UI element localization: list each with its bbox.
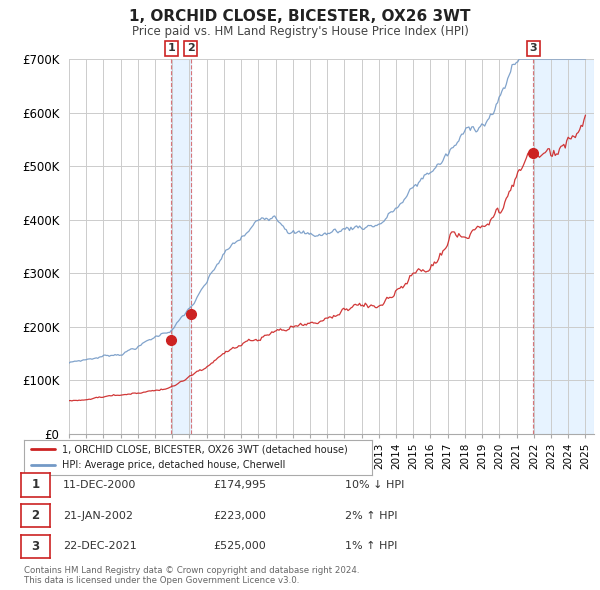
Text: 21-JAN-2002: 21-JAN-2002 [63,511,133,520]
Text: £174,995: £174,995 [213,480,266,490]
Text: Contains HM Land Registry data © Crown copyright and database right 2024.
This d: Contains HM Land Registry data © Crown c… [24,566,359,585]
1, ORCHID CLOSE, BICESTER, OX26 3WT (detached house) [293,322,300,329]
Text: 2: 2 [187,44,194,53]
Text: £223,000: £223,000 [213,511,266,520]
HPI: Average price, detached house, Cherwell: (2e+03, 1.59e+05): Average price, detached house, Cherwell:… [128,345,136,352]
Line: 1, ORCHID CLOSE, BICESTER, OX26 3WT (detached house): 1, ORCHID CLOSE, BICESTER, OX26 3WT (det… [69,115,586,401]
HPI: Average price, detached house, Cherwell: (2.02e+03, 7e+05): Average price, detached house, Cherwell:… [515,55,523,63]
Text: 1% ↑ HPI: 1% ↑ HPI [345,542,397,551]
HPI: Average price, detached house, Cherwell: (2e+03, 3.62e+05): Average price, detached house, Cherwell:… [236,237,244,244]
HPI: Average price, detached house, Cherwell: (2e+03, 1.32e+05): Average price, detached house, Cherwell:… [65,359,73,366]
Text: 1, ORCHID CLOSE, BICESTER, OX26 3WT (detached house): 1, ORCHID CLOSE, BICESTER, OX26 3WT (det… [62,444,348,454]
Text: 2% ↑ HPI: 2% ↑ HPI [345,511,398,520]
Text: 3: 3 [530,44,537,53]
Text: 2: 2 [31,509,40,522]
Bar [533,59,594,434]
1, ORCHID CLOSE, BICESTER, OX26 3WT (detached house) [554,151,562,158]
1, ORCHID CLOSE, BICESTER, OX26 3WT (detached house) [221,350,228,357]
Line: HPI: Average price, detached house, Cherwell: HPI: Average price, detached house, Cher… [69,59,586,363]
1, ORCHID CLOSE, BICESTER, OX26 3WT (detached house) [68,397,76,404]
HPI: Average price, detached house, Cherwell: (2e+03, 3.34e+05): Average price, detached house, Cherwell:… [220,251,227,258]
Text: 10% ↓ HPI: 10% ↓ HPI [345,480,404,490]
Text: 1: 1 [167,44,175,53]
Text: 22-DEC-2021: 22-DEC-2021 [63,542,137,551]
HPI: Average price, detached house, Cherwell: (2.02e+03, 7e+05): Average price, detached house, Cherwell:… [582,55,589,63]
Text: 1, ORCHID CLOSE, BICESTER, OX26 3WT: 1, ORCHID CLOSE, BICESTER, OX26 3WT [129,9,471,24]
Text: 11-DEC-2000: 11-DEC-2000 [63,480,136,490]
Text: 1: 1 [31,478,40,491]
HPI: Average price, detached house, Cherwell: (2.02e+03, 7e+05): Average price, detached house, Cherwell:… [554,55,562,63]
Text: 3: 3 [31,540,40,553]
1, ORCHID CLOSE, BICESTER, OX26 3WT (detached house) [238,342,245,349]
HPI: Average price, detached house, Cherwell: (2.01e+03, 3.74e+05): Average price, detached house, Cherwell:… [291,230,298,237]
1, ORCHID CLOSE, BICESTER, OX26 3WT (detached house) [582,112,589,119]
Text: Price paid vs. HM Land Registry's House Price Index (HPI): Price paid vs. HM Land Registry's House … [131,25,469,38]
HPI: Average price, detached house, Cherwell: (2.01e+03, 3.78e+05): Average price, detached house, Cherwell:… [245,228,253,235]
Text: £525,000: £525,000 [213,542,266,551]
1, ORCHID CLOSE, BICESTER, OX26 3WT (detached house) [247,337,254,344]
Bar [171,59,191,434]
1, ORCHID CLOSE, BICESTER, OX26 3WT (detached house) [65,397,73,404]
1, ORCHID CLOSE, BICESTER, OX26 3WT (detached house) [130,389,137,396]
Text: HPI: Average price, detached house, Cherwell: HPI: Average price, detached house, Cher… [62,460,286,470]
